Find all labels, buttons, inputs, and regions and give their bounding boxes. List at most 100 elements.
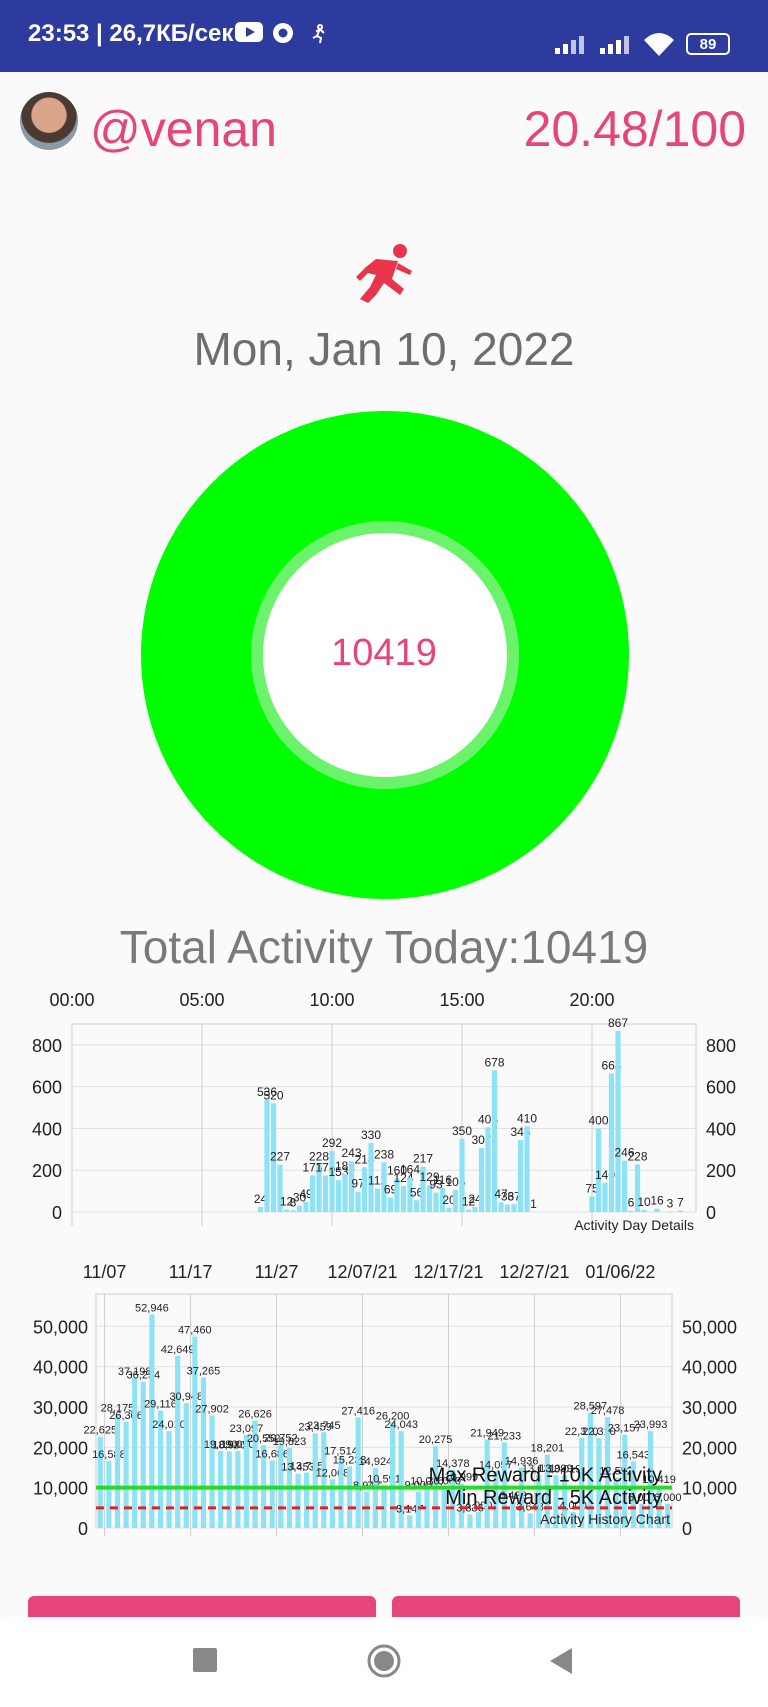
day-chart-bar xyxy=(420,1166,426,1212)
history-chart-bar xyxy=(510,1502,516,1528)
history-chart-bar xyxy=(665,1503,671,1528)
history-chart-xtick: 12/07/21 xyxy=(327,1262,397,1282)
history-chart-ytick-right: 20,000 xyxy=(682,1438,737,1458)
history-chart-bar xyxy=(518,1467,525,1528)
history-chart-xtick: 12/17/21 xyxy=(413,1262,483,1282)
history-chart-ytick-left: 30,000 xyxy=(33,1398,88,1418)
signal-icon-1 xyxy=(555,36,584,54)
history-chart-data-label: 18,980 xyxy=(212,1439,246,1451)
history-chart-bar xyxy=(166,1431,172,1528)
app-screen: @venan 20.48/100 Mon, Jan 10, 2022 10419… xyxy=(0,72,768,1636)
history-chart-data-label: 28,175 xyxy=(101,1402,135,1414)
day-chart-bar xyxy=(283,1209,290,1212)
day-chart-data-label: 227 xyxy=(270,1150,290,1164)
day-chart-data-label: 16 xyxy=(650,1194,664,1208)
history-chart-data-label: 36,254 xyxy=(126,1370,160,1382)
history-chart-xtick: 11/27 xyxy=(255,1262,299,1282)
day-chart-data-label: 536 xyxy=(257,1085,277,1099)
history-chart-data-label: 23,993 xyxy=(634,1419,668,1431)
history-chart-ytick-right: 30,000 xyxy=(682,1398,737,1418)
day-chart-bar xyxy=(264,1100,270,1212)
history-chart-bar xyxy=(114,1414,121,1528)
username: @venan xyxy=(90,101,277,157)
history-chart-bar xyxy=(329,1479,335,1528)
history-chart-ytick-left: 0 xyxy=(78,1519,88,1539)
home-icon[interactable] xyxy=(366,1643,402,1679)
day-chart-bar xyxy=(478,1147,485,1212)
history-chart-bar xyxy=(312,1433,318,1528)
day-chart-bar xyxy=(654,1208,660,1212)
signal-icon-2 xyxy=(600,36,629,54)
history-chart-data-label: 52,946 xyxy=(135,1302,169,1314)
history-chart-ytick-right: 0 xyxy=(682,1519,692,1539)
history-chart-ytick-left: 10,000 xyxy=(33,1479,88,1499)
day-chart-data-label: 75 xyxy=(585,1181,599,1195)
day-chart-data-label: 678 xyxy=(484,1055,504,1069)
history-chart-ytick-left: 40,000 xyxy=(33,1358,88,1378)
history-chart-data-label: 14,378 xyxy=(436,1458,470,1470)
history-chart-bar xyxy=(493,1471,499,1528)
history-chart-bar xyxy=(407,1515,413,1528)
day-chart-xtick: 05:00 xyxy=(179,990,224,1010)
history-chart-bar xyxy=(372,1467,378,1528)
history-chart-bar xyxy=(149,1314,155,1528)
day-chart-bar xyxy=(498,1202,504,1212)
day-chart-data-label: 867 xyxy=(608,1016,628,1030)
history-chart-bar xyxy=(467,1514,473,1528)
day-chart-bar xyxy=(335,1180,342,1212)
day-chart-data-label: 116 xyxy=(433,1173,452,1187)
day-chart-bar xyxy=(381,1162,387,1212)
day-chart-title: Activity Day Details xyxy=(574,1217,694,1233)
day-chart-bar xyxy=(348,1161,355,1212)
day-chart-ytick-right: 0 xyxy=(706,1203,716,1223)
history-chart-bar xyxy=(226,1451,232,1528)
day-chart-data-label: 20 xyxy=(442,1193,456,1207)
history-chart-data-label: 23,745 xyxy=(307,1420,341,1432)
day-chart-bar xyxy=(329,1151,335,1212)
day-chart-data-label: 400 xyxy=(588,1113,608,1127)
history-chart-bar xyxy=(544,1454,550,1528)
history-chart-bar xyxy=(209,1415,215,1528)
day-chart-bar xyxy=(634,1164,641,1212)
history-chart-bar xyxy=(536,1475,542,1528)
day-chart-bar xyxy=(524,1126,530,1212)
history-chart-bar xyxy=(252,1420,258,1528)
day-chart-xtick: 00:00 xyxy=(49,990,94,1010)
steps-count: 10419 xyxy=(331,632,437,674)
history-chart-data-label: 21,949 xyxy=(470,1427,504,1439)
history-chart-data-label: 23,157 xyxy=(608,1423,642,1435)
back-icon[interactable] xyxy=(548,1647,574,1675)
history-chart-bar xyxy=(630,1461,636,1528)
battery-level: 89 xyxy=(699,36,717,53)
history-chart-data-label: 37,198 xyxy=(118,1366,152,1378)
day-chart-bar xyxy=(303,1201,309,1212)
day-chart-data-label: 1 xyxy=(530,1197,537,1211)
day-chart-bar xyxy=(465,1209,472,1212)
history-chart-bar xyxy=(441,1487,447,1528)
day-chart-data-label: 6 xyxy=(628,1196,635,1210)
history-chart-bar xyxy=(450,1469,456,1528)
day-chart-bar xyxy=(446,1207,452,1212)
history-chart-data-label: 21,233 xyxy=(488,1430,522,1442)
history-chart-data-label: 26,626 xyxy=(238,1409,272,1421)
history-chart-data-label: 24,043 xyxy=(384,1419,418,1431)
history-chart-data-label: 16,686 xyxy=(255,1449,289,1461)
day-chart-data-label: 243 xyxy=(341,1146,361,1160)
history-chart-bar xyxy=(415,1491,421,1528)
history-chart-bar xyxy=(243,1434,250,1528)
day-chart-data-label: 292 xyxy=(322,1136,342,1150)
history-chart-bar xyxy=(587,1412,593,1528)
day-chart-data-label: 228 xyxy=(309,1149,329,1163)
history-chart-data-label: 20,552 xyxy=(247,1433,281,1445)
day-chart-ytick-right: 800 xyxy=(706,1036,736,1056)
history-chart-data-label: 17,514 xyxy=(324,1445,358,1457)
day-chart-data-label: 12 xyxy=(462,1194,476,1208)
avatar[interactable] xyxy=(20,92,78,150)
history-chart-xtick: 12/27/21 xyxy=(499,1262,569,1282)
history-chart-bar xyxy=(269,1460,275,1528)
day-chart-xtick: 15:00 xyxy=(439,990,484,1010)
day-chart-bar xyxy=(361,1167,368,1212)
day-chart-bar xyxy=(433,1192,439,1212)
day-chart-ytick-left: 600 xyxy=(32,1078,62,1098)
recents-icon[interactable] xyxy=(192,1647,218,1673)
